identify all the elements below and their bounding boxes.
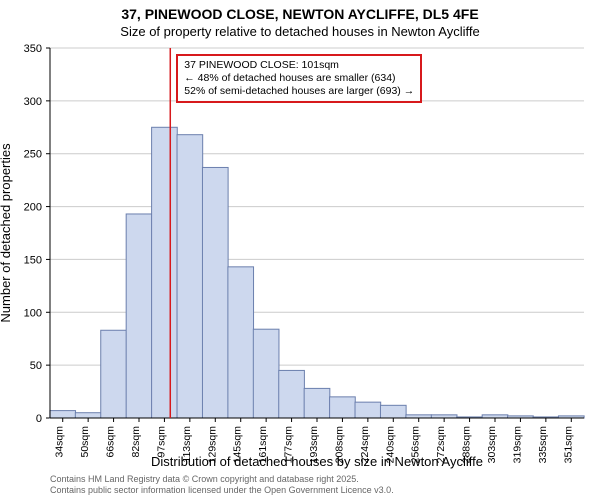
svg-text:34sqm: 34sqm: [54, 426, 66, 458]
svg-text:350: 350: [24, 43, 42, 55]
annotation-line1: ← 48% of detached houses are smaller (63…: [184, 72, 414, 85]
svg-text:50sqm: 50sqm: [79, 426, 91, 458]
annotation-line2: 52% of semi-detached houses are larger (…: [184, 85, 414, 98]
svg-text:97sqm: 97sqm: [155, 426, 167, 458]
svg-text:200: 200: [24, 202, 42, 214]
chart-container: 37, PINEWOOD CLOSE, NEWTON AYCLIFFE, DL5…: [0, 0, 600, 500]
svg-text:150: 150: [24, 254, 42, 266]
credits-line2: Contains public sector information licen…: [50, 485, 584, 496]
annotation-heading: 37 PINEWOOD CLOSE: 101sqm: [184, 59, 414, 72]
svg-text:66sqm: 66sqm: [105, 426, 117, 458]
y-axis-label: Number of detached properties: [0, 48, 18, 418]
svg-text:82sqm: 82sqm: [130, 426, 142, 458]
svg-text:0: 0: [36, 413, 42, 425]
marker-annotation: 37 PINEWOOD CLOSE: 101sqm ← 48% of detac…: [176, 54, 422, 103]
credits-line1: Contains HM Land Registry data © Crown c…: [50, 474, 584, 485]
chart-subtitle: Size of property relative to detached ho…: [0, 24, 600, 39]
histogram-svg: 05010015020025030035034sqm50sqm66sqm82sq…: [50, 48, 584, 418]
svg-text:50: 50: [30, 360, 42, 372]
plot-area: 05010015020025030035034sqm50sqm66sqm82sq…: [50, 48, 584, 418]
svg-text:250: 250: [24, 149, 42, 161]
chart-title: 37, PINEWOOD CLOSE, NEWTON AYCLIFFE, DL5…: [0, 6, 600, 22]
svg-text:300: 300: [24, 96, 42, 108]
credits: Contains HM Land Registry data © Crown c…: [50, 474, 584, 496]
x-axis-label: Distribution of detached houses by size …: [50, 454, 584, 469]
svg-text:100: 100: [24, 307, 42, 319]
